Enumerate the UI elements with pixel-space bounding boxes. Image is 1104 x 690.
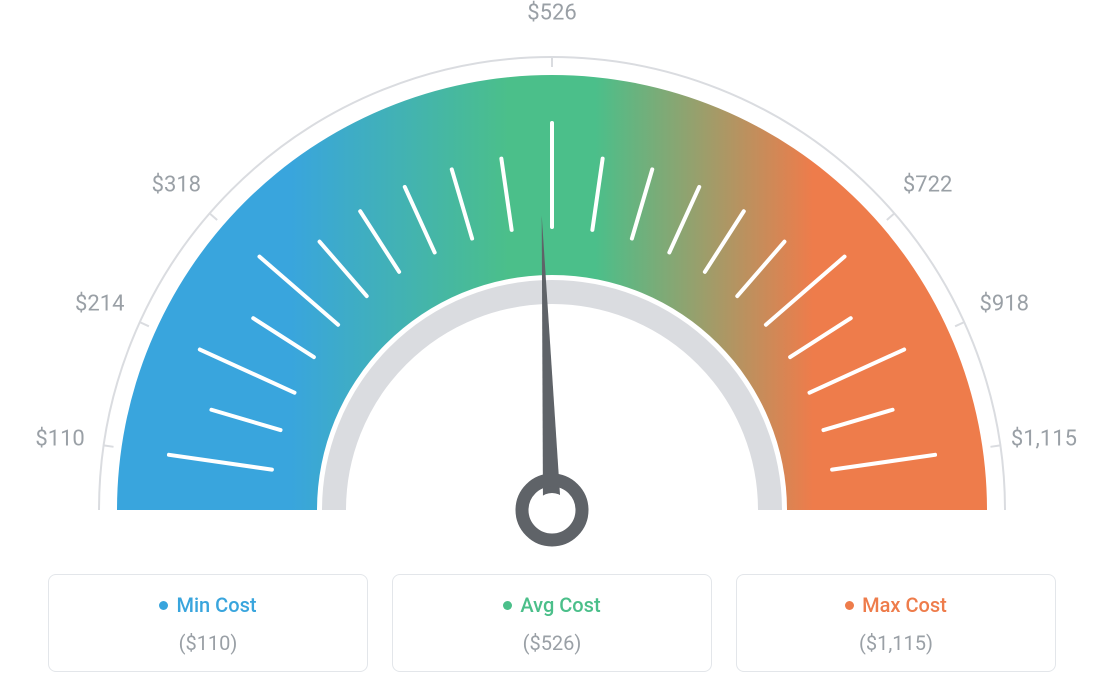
gauge-tick-label: $918	[980, 291, 1029, 316]
legend-row: Min Cost ($110) Avg Cost ($526) Max Cost…	[0, 574, 1104, 672]
gauge-tick-label: $214	[75, 291, 124, 316]
gauge-tick-label: $526	[527, 1, 576, 26]
legend-title-min: Min Cost	[159, 593, 256, 617]
legend-card-avg: Avg Cost ($526)	[392, 574, 712, 672]
legend-card-max: Max Cost ($1,115)	[736, 574, 1056, 672]
dot-icon	[845, 601, 854, 610]
legend-card-min: Min Cost ($110)	[48, 574, 368, 672]
gauge-tick-label: $722	[903, 172, 952, 197]
gauge-chart: $110 $214 $318 $526 $722 $918 $1,115	[0, 0, 1104, 560]
gauge-tick-label: $318	[152, 172, 201, 197]
gauge-tick-label: $110	[35, 427, 84, 452]
legend-value-min: ($110)	[49, 631, 367, 655]
legend-title-text: Max Cost	[862, 593, 947, 617]
dot-icon	[159, 601, 168, 610]
legend-value-avg: ($526)	[393, 631, 711, 655]
legend-title-avg: Avg Cost	[503, 593, 600, 617]
legend-value-max: ($1,115)	[737, 631, 1055, 655]
gauge-svg	[0, 0, 1104, 560]
legend-title-text: Avg Cost	[520, 593, 600, 617]
legend-title-max: Max Cost	[845, 593, 947, 617]
legend-title-text: Min Cost	[176, 593, 256, 617]
dot-icon	[503, 601, 512, 610]
gauge-tick-label: $1,115	[1011, 427, 1077, 452]
